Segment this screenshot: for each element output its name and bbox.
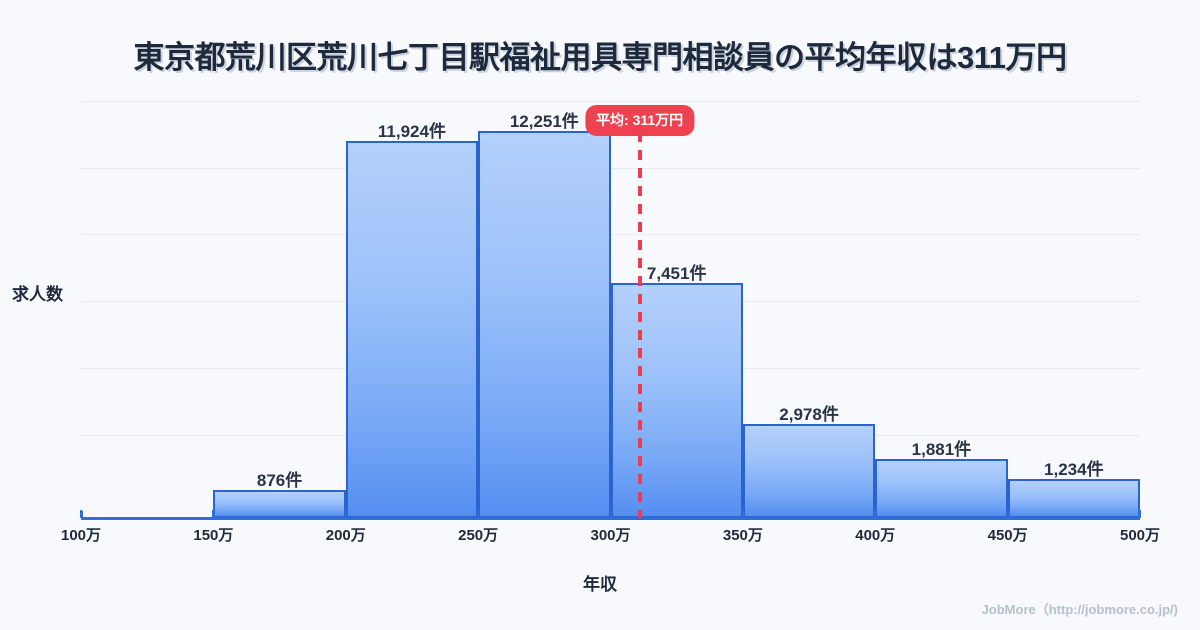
bar-value-label: 876件	[256, 471, 303, 491]
x-tick-label: 200万	[325, 527, 366, 544]
credit-watermark: JobMore（http://jobmore.co.jp/)	[981, 602, 1178, 617]
x-tick-label: 100万	[60, 527, 102, 544]
x-tick-label: 300万	[590, 527, 631, 544]
bar-value-label: 1,881件	[911, 439, 972, 459]
gridline	[81, 101, 1140, 102]
bar	[478, 130, 611, 518]
x-axis-title: 年収	[583, 575, 617, 594]
bar-value-label: 12,251件	[509, 111, 579, 131]
bar	[742, 423, 876, 518]
average-badge: 平均: 311万円	[585, 105, 695, 136]
x-tick-label: 150万	[193, 527, 234, 544]
gridline	[81, 234, 1140, 235]
x-axis-left-cap	[81, 511, 83, 520]
x-tick-mark	[1006, 510, 1009, 518]
bar	[610, 282, 743, 518]
bar-value-label: 11,924件	[377, 122, 446, 142]
x-tick-mark	[741, 510, 744, 518]
bar-value-label: 1,234件	[1044, 460, 1104, 480]
x-axis-line	[81, 517, 1140, 520]
x-tick-mark	[80, 510, 82, 518]
x-tick-mark	[344, 510, 347, 518]
y-axis-title: 求人数	[12, 285, 63, 304]
x-tick-mark	[609, 510, 612, 518]
gridline	[81, 168, 1140, 169]
x-tick-mark	[212, 510, 215, 518]
x-tick-label: 250万	[458, 527, 499, 544]
bar	[345, 141, 479, 518]
x-tick-label: 350万	[722, 527, 763, 544]
average-dashed-line	[637, 132, 642, 518]
x-tick-mark	[1139, 510, 1141, 518]
bar	[1007, 479, 1140, 518]
bar	[875, 458, 1008, 518]
plot-area: 876件 11,924件 12,251件 7,451件 2,978件 1,881件 1,23…	[81, 101, 1140, 518]
bar-value-label: 7,451件	[646, 263, 707, 283]
bar	[213, 490, 346, 518]
x-tick-label: 400万	[855, 527, 896, 544]
x-tick-label: 500万	[1119, 527, 1161, 544]
page-title: 東京都荒川区荒川七丁目駅福祉用具専門相談員の平均年収は311万円	[133, 40, 1067, 75]
x-tick-label: 450万	[987, 527, 1028, 544]
x-tick-mark	[874, 510, 877, 518]
x-tick-mark	[477, 510, 480, 518]
bar-value-label: 2,978件	[779, 404, 839, 424]
